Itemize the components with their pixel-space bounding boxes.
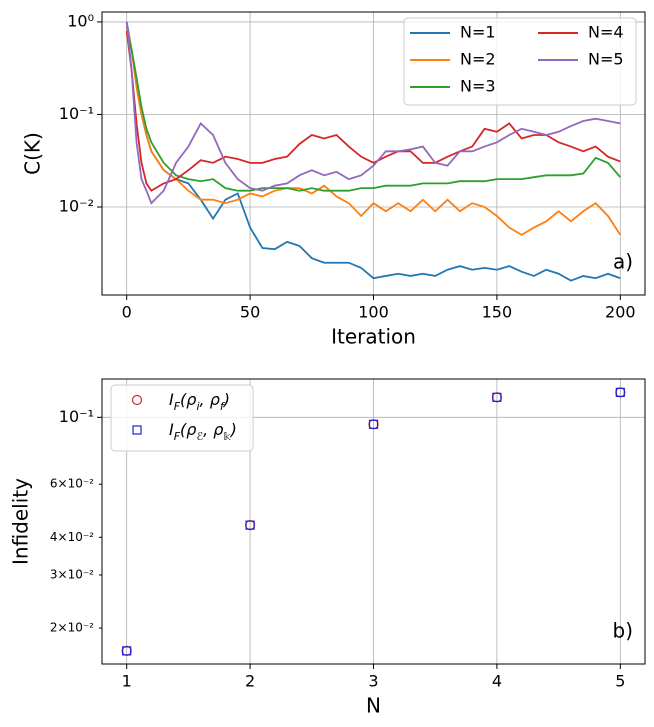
y-axis-label: C(K): [21, 132, 45, 175]
legend-label: N=4: [588, 23, 624, 42]
plot-area: [125, 21, 622, 282]
series-line: [125, 30, 622, 192]
marker: [368, 419, 379, 429]
marker: [492, 392, 502, 402]
y-minor-tick-label: 6×10⁻²: [50, 477, 94, 491]
series-line: [125, 30, 621, 192]
x-tick-label: 1: [122, 672, 132, 691]
axes-frame: [101, 11, 646, 296]
plot-area: [121, 387, 626, 656]
y-tick-label: 10⁰: [67, 11, 94, 30]
x-tick-label: 4: [492, 672, 502, 691]
x-tick-label: 100: [358, 303, 389, 322]
x-tick-label: 0: [122, 303, 132, 322]
legend-label: N=3: [460, 77, 496, 96]
y-tick-label: 10⁻¹: [59, 104, 94, 123]
legend-label: N=5: [588, 50, 624, 69]
chart: 1 2 3 4 5 10⁻¹ 6×10⁻² 4×10⁻² 3×10⁻² 2×10⁻² N Infide…: [9, 378, 646, 718]
annotation: b): [613, 619, 634, 643]
legend-label: IF(ρi, ρf): [169, 390, 230, 413]
legend-frame: [110, 384, 254, 452]
y-tick-label: 10⁻¹: [59, 407, 94, 426]
x-tick-label: 3: [368, 672, 378, 691]
x-tick-label: 50: [240, 303, 260, 322]
legend-label: N=2: [460, 50, 496, 69]
x-tick-label: 200: [605, 303, 636, 322]
axes-frame: [101, 378, 646, 665]
x-tick-label: 2: [245, 672, 255, 691]
x-axis-label: Iteration: [331, 325, 416, 349]
legend-swatch: [131, 394, 143, 406]
x-axis-label: N: [366, 694, 381, 718]
series-line: [125, 25, 622, 236]
series-line: [125, 21, 621, 205]
legend-swatch: [132, 425, 142, 435]
y-tick-label: 10⁻²: [59, 197, 94, 216]
marker: [245, 520, 255, 530]
legend-label: N=1: [460, 23, 496, 42]
marker: [615, 387, 625, 397]
annotation: a): [613, 250, 633, 274]
x-tick-label: 5: [615, 672, 625, 691]
legend-label: IF(ρℰ, ρ𝕜): [169, 420, 237, 443]
y-minor-tick-label: 3×10⁻²: [50, 567, 94, 581]
chart: 0 50 100 150 200 10⁰ 10⁻¹ 10⁻² Iteration C(K) a) N=…: [21, 11, 646, 349]
legend-frame: [403, 17, 637, 106]
y-minor-tick-label: 2×10⁻²: [50, 621, 94, 635]
y-minor-tick-label: 4×10⁻²: [50, 530, 94, 544]
marker: [122, 646, 132, 656]
x-tick-label: 150: [482, 303, 513, 322]
y-axis-label: Infidelity: [9, 478, 33, 565]
